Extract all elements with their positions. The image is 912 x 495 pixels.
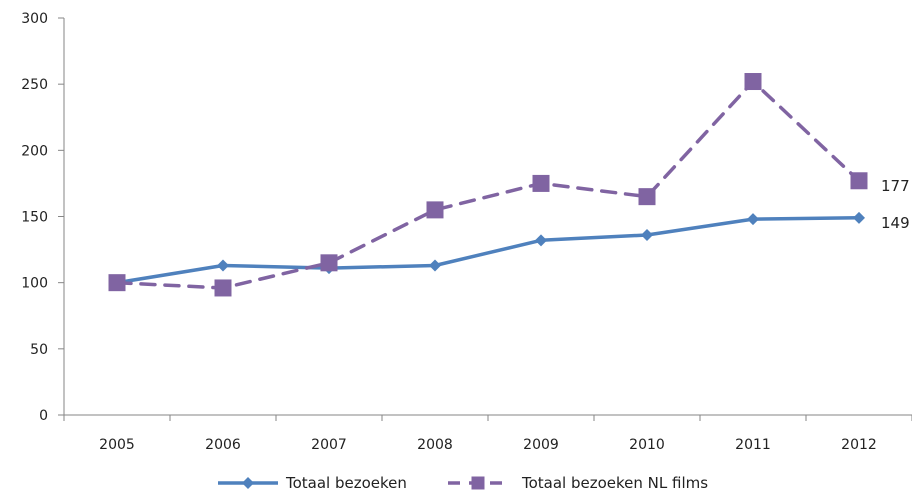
x-tick-label: 2011 [735,437,771,453]
data-point-marker [320,254,338,272]
x-tick-label: 2010 [629,437,665,453]
legend-label: Totaal bezoeken [285,474,407,491]
series-line [115,79,861,290]
data-point-marker [638,188,656,206]
y-tick-label: 50 [30,342,48,358]
legend: Totaal bezoeken Totaal bezoeken NL films [218,474,708,492]
series-layer: 149 177 [108,73,910,297]
x-tick-label: 2008 [417,437,453,453]
series-line [115,216,861,285]
y-tick-label: 0 [39,408,48,424]
series-2: 177 [108,73,910,297]
data-point-marker [532,174,550,192]
x-tick-label: 2012 [841,437,877,453]
y-tick-label: 150 [21,210,48,226]
data-point-marker [744,73,762,91]
data-point-marker [217,259,229,272]
data-point-marker [850,172,868,190]
x-tick-label: 2007 [311,437,347,453]
end-value-label: 177 [881,177,910,195]
data-point-marker [108,274,126,292]
y-tick-label: 200 [21,143,48,159]
series-1: 149 [111,211,910,289]
x-tick-label: 2009 [523,437,559,453]
data-point-marker [429,259,441,272]
x-tick-label: 2005 [99,437,135,453]
axes: 0 50 100 150 200 250 300 2005 2006 2007 2008 2009 20… [21,11,912,453]
legend-marker [471,476,485,490]
data-point-marker [426,201,444,219]
data-point-marker [214,279,232,297]
end-value-label: 149 [881,214,910,232]
x-tick-label: 2006 [205,437,241,453]
data-point-marker [747,213,759,226]
legend-entry: Totaal bezoeken [218,474,407,492]
legend-entry: Totaal bezoeken NL films [448,474,708,492]
data-point-marker [535,234,547,247]
y-tick-label: 300 [21,11,48,27]
data-point-marker [853,211,865,224]
legend-marker [242,477,254,489]
y-tick-label: 100 [21,276,48,292]
legend-label: Totaal bezoeken NL films [521,474,708,491]
data-point-marker [641,229,653,242]
y-tick-label: 250 [21,77,48,93]
